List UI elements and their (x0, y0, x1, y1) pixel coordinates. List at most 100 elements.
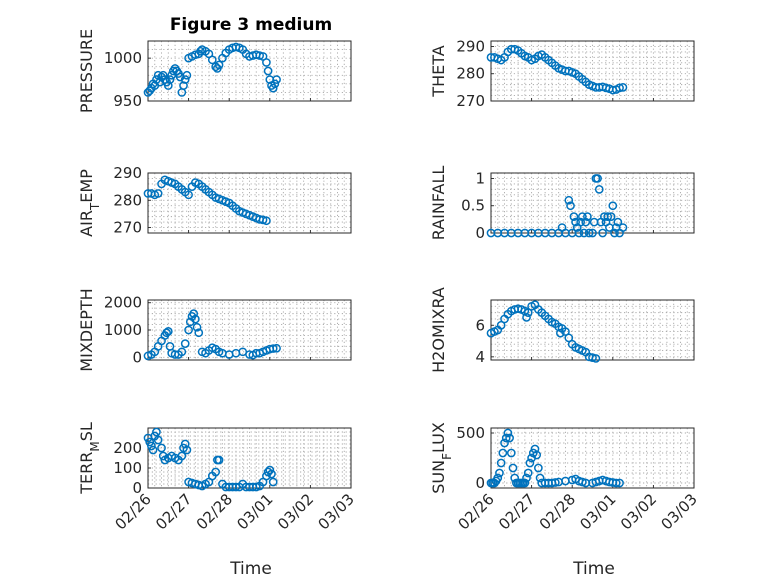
data-point (270, 79, 280, 89)
axes-border (147, 172, 352, 234)
data-point (503, 428, 513, 438)
x-tick-label: 03/01 (233, 490, 276, 533)
y-axis-label: PRESSURE (77, 29, 96, 113)
data-point (525, 458, 535, 468)
data-point (196, 46, 205, 56)
x-tick-label: 02/28 (193, 490, 236, 533)
x-tick-label: 02/26 (455, 490, 498, 533)
data-point (153, 189, 163, 198)
data-point (192, 322, 202, 332)
data-point (189, 309, 199, 318)
data-point (522, 473, 531, 483)
axes-border (147, 40, 352, 102)
y-axis-label: THETA (429, 45, 448, 97)
grid-lines (148, 41, 351, 101)
data-point (581, 217, 591, 227)
data-point (152, 427, 161, 437)
data-point (603, 212, 613, 221)
data-point (613, 217, 623, 227)
y-tick-label: 1 (475, 169, 485, 187)
x-axis-label-right: Time (572, 559, 615, 579)
data-point (265, 465, 275, 475)
data-point (535, 473, 545, 483)
data-point (576, 217, 586, 227)
y-tick-label: 950 (113, 92, 142, 110)
series-pressure (143, 42, 281, 97)
data-point (180, 75, 190, 84)
y-tick-label: 200 (113, 439, 142, 457)
data-point (501, 433, 511, 443)
data-point (191, 314, 200, 324)
data-point (615, 478, 624, 488)
data-point (583, 212, 592, 221)
y-tick-label: 1000 (104, 49, 142, 67)
subplot-terr-msl: 010020002/2602/2702/2803/0103/0203/03TER… (77, 422, 358, 533)
series-theta (486, 44, 628, 95)
data-point (184, 325, 193, 335)
y-tick-label: 280 (456, 65, 485, 83)
data-point (530, 444, 540, 454)
figure-title: Figure 3 medium (170, 15, 332, 35)
data-point (566, 201, 575, 211)
data-point (165, 75, 175, 84)
data-point (182, 70, 192, 80)
y-tick-label: 1000 (104, 321, 142, 339)
data-point (162, 328, 171, 338)
data-point (268, 83, 278, 93)
data-point (263, 66, 273, 76)
data-point (591, 354, 601, 363)
data-point (255, 51, 264, 60)
data-point (588, 228, 597, 238)
data-point (214, 455, 224, 465)
series-rainfall (486, 174, 628, 238)
data-point (505, 433, 514, 443)
y-axis-label: MIXDEPTH (77, 288, 96, 371)
series-h2omixra (486, 300, 601, 363)
data-point (493, 473, 503, 483)
axes-border (490, 427, 695, 489)
series-mixdepth (143, 309, 281, 361)
x-tick-label: 03/01 (576, 490, 619, 533)
x-tick-label: 03/03 (315, 490, 358, 533)
data-point (523, 468, 533, 478)
x-tick-label: 02/27 (495, 490, 538, 533)
grid-lines (491, 300, 694, 360)
subplot-theta: 270 280 290 THETA (429, 37, 695, 110)
data-point (268, 344, 278, 353)
data-point (163, 81, 173, 90)
x-tick-label: 03/03 (658, 490, 701, 533)
data-point (262, 58, 271, 67)
y-tick-label: 0 (475, 224, 485, 242)
data-point (534, 463, 543, 473)
series-air-temp (143, 175, 271, 226)
data-point (564, 195, 574, 205)
y-tick-label: 270 (456, 92, 485, 110)
axes-frame (490, 172, 695, 234)
y-tick-label: 280 (113, 191, 142, 209)
data-point (145, 437, 155, 447)
x-tick-label: 03/02 (274, 490, 317, 533)
subplot-mixdepth: 0 1000 2000 MIXDEPTH (77, 288, 352, 372)
data-point (207, 55, 217, 65)
y-axis-label: H2OMIXRA (429, 287, 448, 373)
data-point (500, 438, 509, 448)
data-point (182, 445, 192, 455)
data-point (272, 343, 281, 353)
data-point (506, 448, 516, 458)
data-point (268, 477, 278, 487)
y-axis-label: RAINFALL (429, 166, 448, 241)
data-point (556, 328, 565, 338)
axes-border (490, 40, 695, 102)
y-axis-label: AIRTEMP (77, 169, 102, 237)
data-point (177, 347, 187, 357)
data-point (495, 468, 504, 478)
data-point (194, 328, 204, 338)
x-tick-label: 02/27 (152, 490, 195, 533)
y-tick-label: 4 (475, 348, 485, 366)
y-tick-label: 100 (113, 459, 142, 477)
data-point (211, 467, 221, 477)
y-tick-label: 500 (456, 424, 485, 442)
y-tick-label: 0 (132, 348, 142, 366)
data-point (569, 212, 579, 221)
